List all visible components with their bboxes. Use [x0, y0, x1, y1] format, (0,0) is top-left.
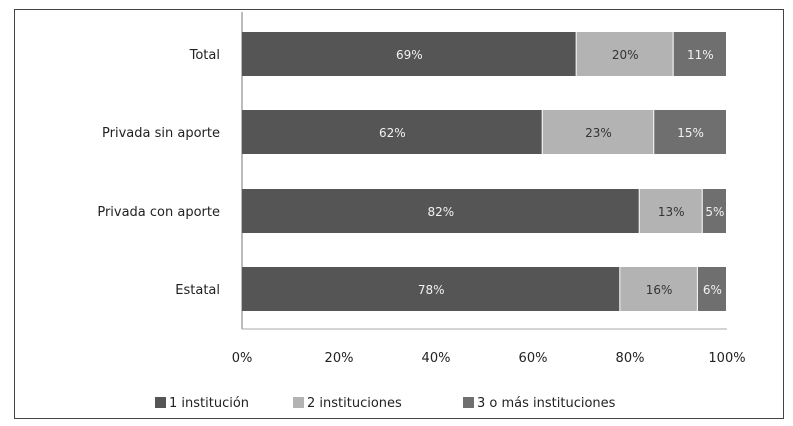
data-label-privada-sin-aporte-3-o-mas-instituciones: 15%	[677, 126, 704, 140]
bar-total-1-institucion	[242, 32, 576, 76]
bar-total-2-instituciones	[576, 32, 673, 76]
x-tick-label-4: 80%	[616, 351, 645, 366]
x-tick-label-0: 0%	[232, 351, 253, 366]
data-label-privada-sin-aporte-2-instituciones: 23%	[585, 126, 612, 140]
legend-swatch-1-institucion	[155, 397, 166, 408]
category-label-privada-con-aporte: Privada con aporte	[97, 205, 220, 220]
bar-estatal-2-instituciones	[620, 267, 697, 311]
category-label-privada-sin-aporte: Privada sin aporte	[102, 126, 220, 141]
legend-swatch-2-instituciones	[293, 397, 304, 408]
bar-privada-sin-aporte-3-o-mas-instituciones	[654, 110, 726, 154]
legend-label-3-o-mas-instituciones: 3 o más instituciones	[477, 396, 616, 411]
bar-privada-con-aporte-1-institucion	[242, 189, 639, 233]
legend-label-1-institucion: 1 institución	[169, 396, 249, 411]
bar-privada-sin-aporte-2-instituciones	[542, 110, 654, 154]
bar-estatal-3-o-mas-instituciones	[697, 267, 726, 311]
data-label-estatal-3-o-mas-instituciones: 6%	[703, 283, 722, 297]
bar-total-3-o-mas-instituciones	[673, 32, 726, 76]
data-label-total-1-institucion: 69%	[396, 48, 423, 62]
data-label-estatal-1-institucion: 78%	[418, 283, 445, 297]
data-label-privada-con-aporte-3-o-mas-instituciones: 5%	[705, 205, 724, 219]
category-label-estatal: Estatal	[175, 283, 220, 298]
data-label-total-3-o-mas-instituciones: 11%	[687, 48, 714, 62]
x-tick-label-2: 40%	[422, 351, 451, 366]
legend-swatch-3-o-mas-instituciones	[463, 397, 474, 408]
data-label-privada-con-aporte-1-institucion: 82%	[428, 205, 455, 219]
data-label-privada-con-aporte-2-instituciones: 13%	[658, 205, 685, 219]
bar-privada-con-aporte-3-o-mas-instituciones	[702, 189, 726, 233]
data-label-total-2-instituciones: 20%	[612, 48, 639, 62]
x-tick-label-3: 60%	[519, 351, 548, 366]
legend-label-2-instituciones: 2 instituciones	[307, 396, 402, 411]
data-label-privada-sin-aporte-1-institucion: 62%	[379, 126, 406, 140]
x-tick-label-1: 20%	[325, 351, 354, 366]
bar-privada-sin-aporte-1-institucion	[242, 110, 542, 154]
bar-estatal-1-institucion	[242, 267, 620, 311]
data-label-estatal-2-instituciones: 16%	[646, 283, 673, 297]
bar-privada-con-aporte-2-instituciones	[639, 189, 702, 233]
x-tick-label-5: 100%	[708, 351, 745, 366]
category-label-total: Total	[189, 48, 220, 63]
